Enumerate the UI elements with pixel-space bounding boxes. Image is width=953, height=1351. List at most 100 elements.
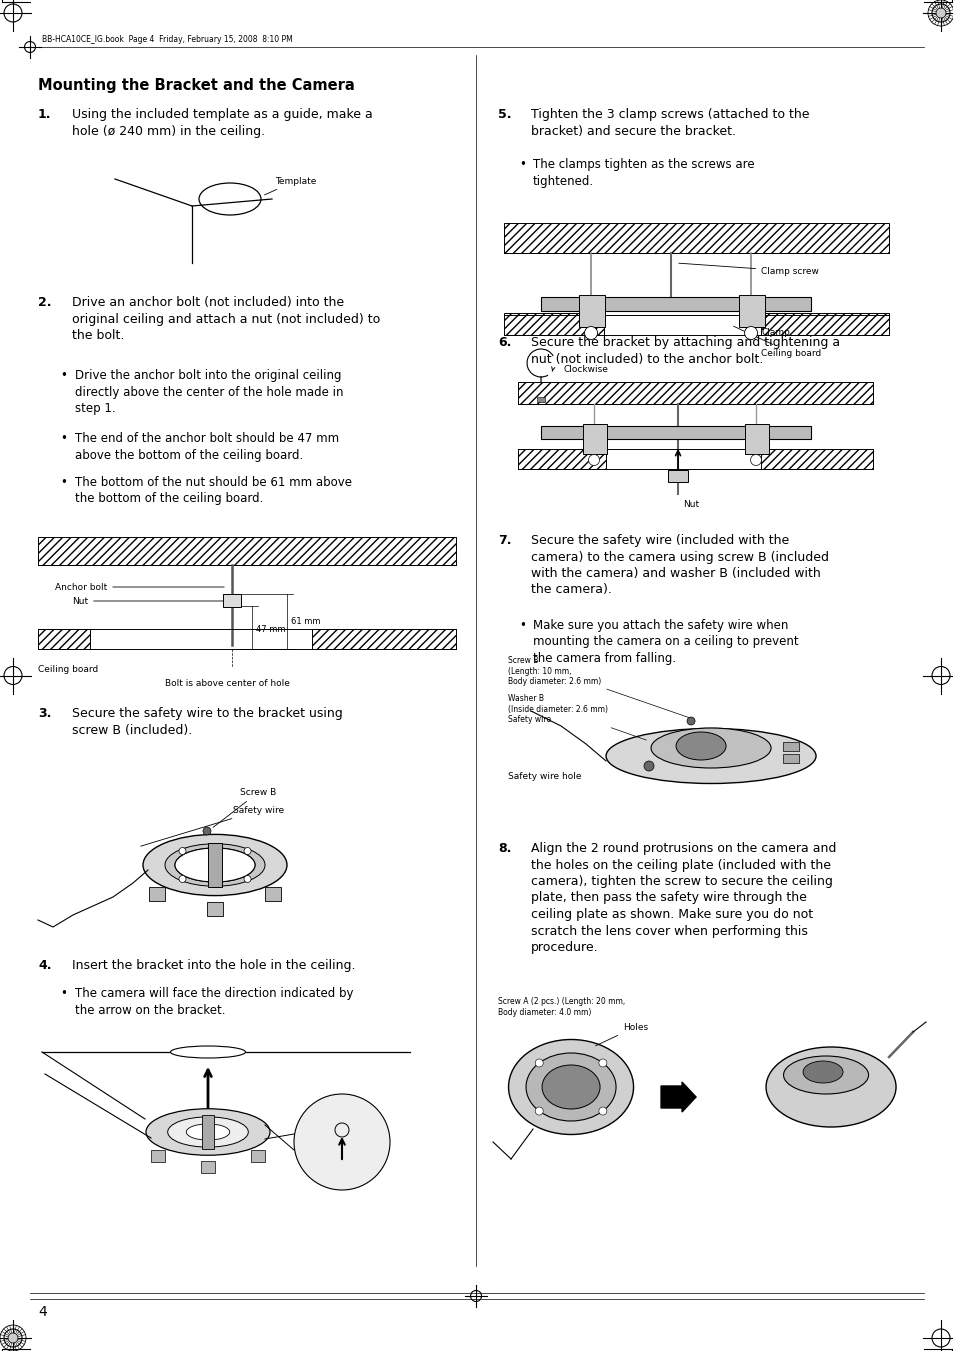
Text: Using the included template as a guide, make a
hole (ø 240 mm) in the ceiling.: Using the included template as a guide, … (71, 108, 373, 138)
Text: Screw B
(Length: 10 mm,
Body diameter: 2.6 mm): Screw B (Length: 10 mm, Body diameter: 2… (508, 657, 690, 719)
Ellipse shape (174, 848, 254, 882)
Bar (760, 449, 872, 469)
Text: 6.: 6. (497, 336, 511, 349)
Ellipse shape (605, 728, 815, 784)
Ellipse shape (168, 1117, 248, 1147)
Text: 47 mm: 47 mm (255, 626, 285, 634)
Bar (540, 297, 810, 311)
Text: Drive the anchor bolt into the original ceiling
directly above the center of the: Drive the anchor bolt into the original … (75, 369, 343, 415)
Text: 4.: 4. (38, 959, 51, 971)
Circle shape (598, 1106, 606, 1115)
Circle shape (179, 847, 186, 855)
Text: 61 mm: 61 mm (291, 617, 320, 626)
Text: Tighten the 3 clamp screws (attached to the
bracket) and secure the bracket.: Tighten the 3 clamp screws (attached to … (531, 108, 809, 138)
Text: Washer B
(Inside diameter: 2.6 mm)
Safety wire: Washer B (Inside diameter: 2.6 mm) Safet… (508, 694, 646, 740)
Text: Ceiling board: Ceiling board (38, 665, 98, 674)
Bar (517, 382, 872, 404)
Bar (537, 397, 544, 403)
Circle shape (588, 454, 598, 466)
Bar (312, 630, 456, 648)
Text: The clamps tighten as the screws are
tightened.: The clamps tighten as the screws are tig… (533, 158, 754, 188)
Bar (265, 888, 281, 901)
Text: Make sure you attach the safety wire when
mounting the camera on a ceiling to pr: Make sure you attach the safety wire whe… (533, 619, 798, 665)
Text: Insert the bracket into the hole in the ceiling.: Insert the bracket into the hole in the … (71, 959, 355, 971)
Text: Bolt is above center of hole: Bolt is above center of hole (165, 680, 290, 688)
Text: Holes: Holes (595, 1023, 647, 1046)
Circle shape (535, 1106, 542, 1115)
Ellipse shape (525, 1052, 616, 1121)
Circle shape (935, 8, 945, 18)
Ellipse shape (802, 1061, 842, 1084)
Text: Drive an anchor bolt (not included) into the
original ceiling and attach a nut (: Drive an anchor bolt (not included) into… (71, 296, 380, 342)
Ellipse shape (541, 1065, 599, 1109)
Bar (744, 424, 768, 454)
Ellipse shape (186, 1124, 230, 1140)
Text: 7.: 7. (497, 534, 511, 547)
Ellipse shape (171, 1046, 245, 1058)
Text: •: • (60, 476, 67, 489)
Text: Align the 2 round protrusions on the camera and
the holes on the ceiling plate (: Align the 2 round protrusions on the cam… (531, 842, 836, 954)
Bar (151, 1150, 165, 1162)
Bar (739, 295, 764, 327)
Bar (517, 449, 605, 469)
Text: Screw B: Screw B (213, 788, 276, 827)
Text: 3.: 3. (38, 707, 51, 720)
Ellipse shape (146, 1109, 270, 1155)
Ellipse shape (765, 1047, 895, 1127)
Text: •: • (60, 369, 67, 382)
Text: Ceiling board: Ceiling board (733, 326, 821, 358)
Text: BB-HCA10CE_IG.book  Page 4  Friday, February 15, 2008  8:10 PM: BB-HCA10CE_IG.book Page 4 Friday, Februa… (42, 35, 293, 45)
Ellipse shape (165, 844, 265, 886)
Ellipse shape (650, 728, 770, 767)
Bar (667, 470, 687, 482)
Circle shape (179, 875, 186, 882)
Text: Secure the bracket by attaching and tightening a
nut (not included) to the ancho: Secure the bracket by attaching and tigh… (531, 336, 840, 366)
Ellipse shape (676, 732, 725, 761)
Text: •: • (60, 432, 67, 444)
Bar (582, 424, 606, 454)
Circle shape (203, 827, 211, 835)
Bar (578, 295, 604, 327)
Text: Screw A (2 pcs.) (Length: 20 mm,
Body diameter: 4.0 mm): Screw A (2 pcs.) (Length: 20 mm, Body di… (497, 997, 624, 1017)
Circle shape (750, 454, 760, 466)
Bar (207, 902, 223, 916)
FancyArrow shape (660, 1082, 696, 1112)
Ellipse shape (143, 835, 287, 896)
Text: •: • (60, 988, 67, 1000)
Bar (540, 426, 810, 439)
Circle shape (8, 1333, 18, 1343)
Circle shape (535, 1059, 542, 1067)
Ellipse shape (174, 848, 254, 882)
Text: The camera will face the direction indicated by
the arrow on the bracket.: The camera will face the direction indic… (75, 988, 354, 1016)
Bar (38, 536, 456, 565)
Text: 1.: 1. (38, 108, 51, 122)
Bar (760, 313, 888, 335)
Text: The end of the anchor bolt should be 47 mm
above the bottom of the ceiling board: The end of the anchor bolt should be 47 … (75, 432, 338, 462)
Bar (38, 630, 90, 648)
Bar (782, 742, 799, 751)
Circle shape (743, 327, 757, 339)
Text: Secure the safety wire to the bracket using
screw B (included).: Secure the safety wire to the bracket us… (71, 707, 342, 736)
Bar (782, 754, 799, 763)
Text: •: • (518, 158, 525, 172)
Text: Nut: Nut (71, 597, 224, 605)
Text: 8.: 8. (497, 842, 511, 855)
Circle shape (584, 327, 597, 339)
Text: Safety wire: Safety wire (140, 807, 284, 846)
Text: Anchor bolt: Anchor bolt (55, 582, 224, 592)
Text: The bottom of the nut should be 61 mm above
the bottom of the ceiling board.: The bottom of the nut should be 61 mm ab… (75, 476, 352, 505)
Text: Template: Template (264, 177, 316, 195)
Circle shape (686, 717, 695, 725)
Text: •: • (518, 619, 525, 632)
Circle shape (244, 875, 251, 882)
Text: Clamp: Clamp (756, 315, 789, 338)
Bar (503, 223, 888, 253)
Bar (208, 843, 222, 888)
Text: Nut: Nut (682, 500, 699, 509)
Bar (223, 594, 241, 607)
Bar (251, 1150, 265, 1162)
Text: Clamp screw: Clamp screw (679, 263, 818, 276)
Bar (201, 1161, 214, 1173)
Circle shape (643, 761, 654, 771)
Text: 2.: 2. (38, 296, 51, 309)
